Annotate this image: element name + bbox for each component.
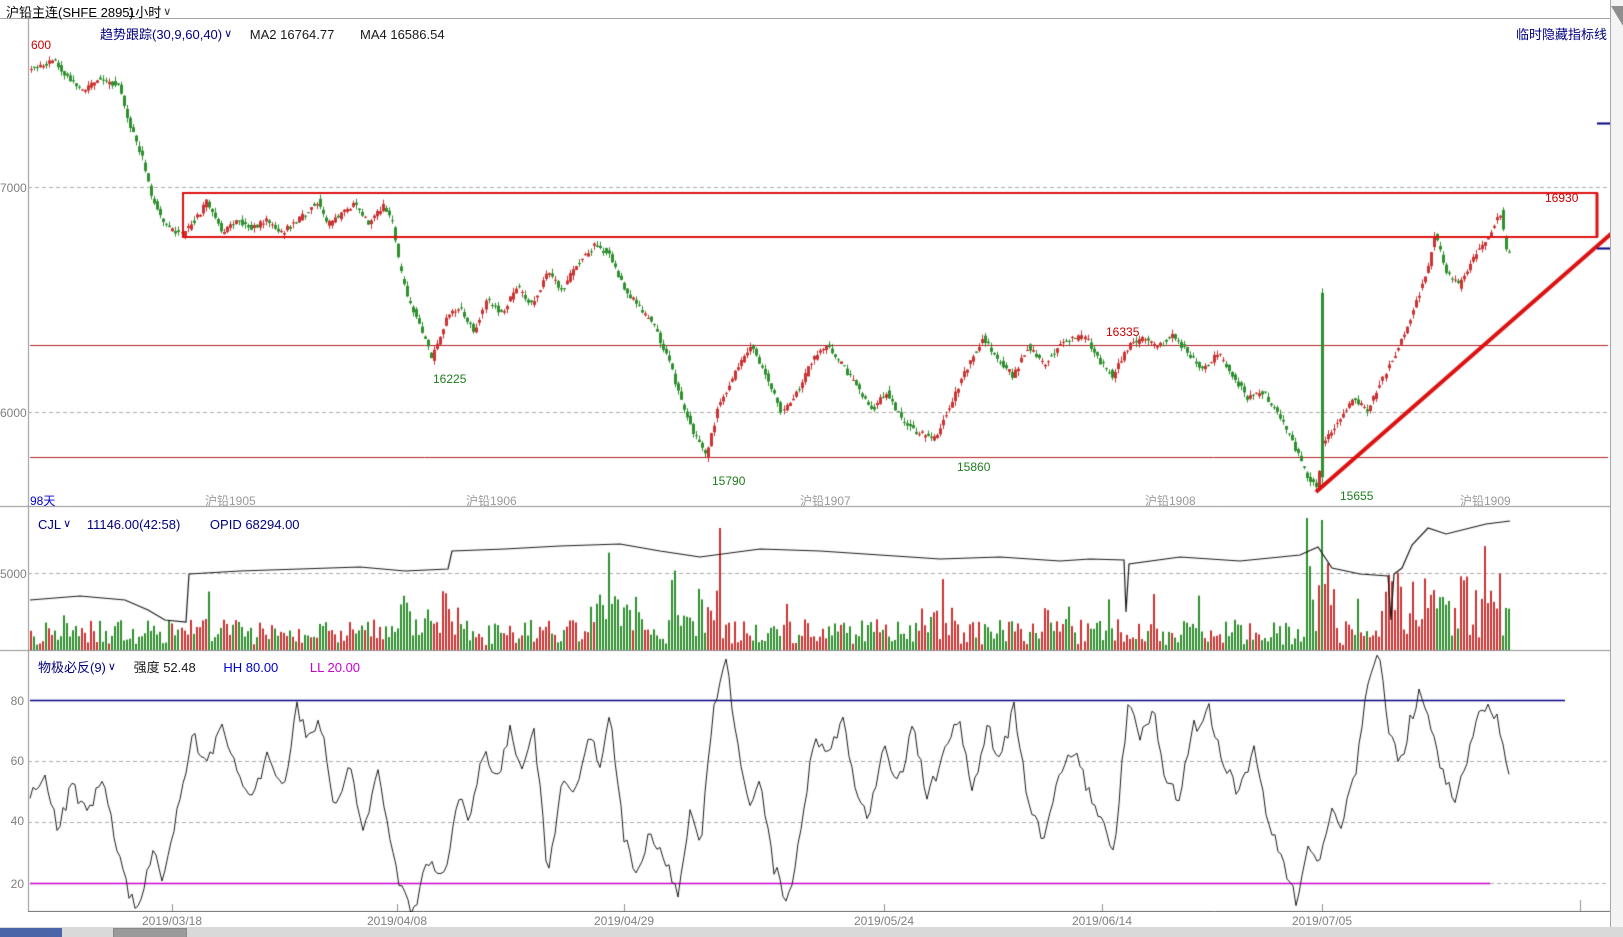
osc-axis-label-20: 20: [10, 877, 24, 891]
volume-axis-label: 5000: [0, 567, 27, 581]
main-price-chart-canvas[interactable]: [0, 18, 1623, 508]
volume-indicator-row: CJL ∨ 11146.00(42:58) OPID 68294.00: [38, 517, 300, 532]
span-days-label: 98天: [30, 494, 56, 508]
symbol-title[interactable]: 沪铅主连(SHFE 2895): [6, 5, 134, 20]
scale-top-label: 600: [31, 38, 52, 52]
opid-value: OPID 68294.00: [209, 517, 300, 532]
timeframe-label: 1小时: [128, 5, 162, 20]
corner-resize-icon[interactable]: [1611, 6, 1623, 26]
oscillator-chart-canvas[interactable]: [0, 652, 1623, 912]
scrollbar-thumb[interactable]: [113, 928, 187, 937]
main-price-panel: 趋势跟踪(30,9,60,40) ∨ MA2 16764.77 MA4 16586…: [0, 18, 1623, 508]
main-indicator-row: 趋势跟踪(30,9,60,40) ∨ MA2 16764.77 MA4 16586…: [100, 24, 445, 43]
price-axis-label-6000: 6000: [0, 406, 27, 420]
osc-axis-label-40: 40: [10, 814, 24, 828]
date-tick-label: 2019/04/29: [593, 914, 655, 928]
trend-indicator-selector[interactable]: 趋势跟踪(30,9,60,40) ∨: [100, 27, 233, 42]
contract-label-1905: 沪铅1905: [205, 494, 256, 508]
date-axis: 2019/03/18 2019/04/08 2019/04/29 2019/05/24…: [0, 912, 1623, 928]
cjl-value: 11146.00(42:58): [86, 517, 181, 532]
osc-axis-label-60: 60: [10, 754, 24, 768]
cjl-indicator-selector[interactable]: CJL ∨: [38, 517, 72, 532]
hide-indicator-lines-button[interactable]: 临时隐藏指标线: [1515, 27, 1607, 42]
osc-axis-label-80: 80: [10, 694, 24, 708]
date-tick-label: 2019/05/24: [853, 914, 915, 928]
oscillator-panel: 物极必反(9) ∨ 强度 52.48 HH 80.00 LL 20.00 80 60…: [0, 652, 1623, 912]
timeframe-selector[interactable]: 1小时 ∨: [128, 2, 171, 21]
chevron-down-icon: ∨: [163, 6, 172, 18]
chevron-down-icon: ∨: [63, 518, 72, 530]
price-marker-16225: 16225: [433, 372, 467, 386]
date-tick-label: 2019/06/14: [1071, 914, 1133, 928]
vertical-scrollbar[interactable]: [1610, 0, 1623, 927]
oscillator-indicator-row: 物极必反(9) ∨ 强度 52.48 HH 80.00 LL 20.00: [38, 657, 360, 676]
contract-label-1908: 沪铅1908: [1145, 494, 1196, 508]
price-marker-16930: 16930: [1545, 191, 1579, 205]
chevron-down-icon: ∨: [224, 28, 233, 40]
titlebar: 沪铅主连(SHFE 2895) 1小时 ∨: [0, 0, 1623, 21]
contract-label-1906: 沪铅1906: [466, 494, 517, 508]
scrollbar-left-block: [0, 928, 62, 937]
strength-value: 强度 52.48: [133, 660, 196, 675]
horizontal-scrollbar[interactable]: [0, 927, 1623, 937]
date-tick-label: 2019/03/18: [141, 914, 203, 928]
contract-label-1909: 沪铅1909: [1460, 494, 1511, 508]
volume-panel: CJL ∨ 11146.00(42:58) OPID 68294.00 5000: [0, 508, 1623, 652]
contract-label-1907: 沪铅1907: [800, 494, 851, 508]
price-marker-16335: 16335: [1106, 325, 1140, 339]
volume-chart-canvas[interactable]: [0, 508, 1623, 652]
date-tick-label: 2019/07/05: [1291, 914, 1353, 928]
osc-indicator-selector[interactable]: 物极必反(9) ∨: [38, 660, 116, 675]
ma4-value: MA4 16586.54: [360, 27, 445, 42]
hh-value: HH 80.00: [223, 660, 279, 675]
ll-value: LL 20.00: [309, 660, 361, 675]
ma2-value: MA2 16764.77: [249, 27, 335, 42]
price-marker-15860: 15860: [957, 460, 991, 474]
date-tick-label: 2019/04/08: [366, 914, 428, 928]
price-marker-15790: 15790: [712, 474, 746, 488]
chevron-down-icon: ∨: [107, 661, 116, 673]
price-marker-15655: 15655: [1340, 489, 1374, 503]
price-axis-label-7000: 7000: [0, 181, 27, 195]
